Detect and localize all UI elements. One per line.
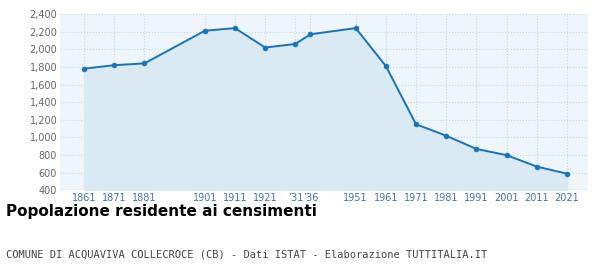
Text: COMUNE DI ACQUAVIVA COLLECROCE (CB) - Dati ISTAT - Elaborazione TUTTITALIA.IT: COMUNE DI ACQUAVIVA COLLECROCE (CB) - Da… [6,249,487,259]
Text: Popolazione residente ai censimenti: Popolazione residente ai censimenti [6,204,317,220]
